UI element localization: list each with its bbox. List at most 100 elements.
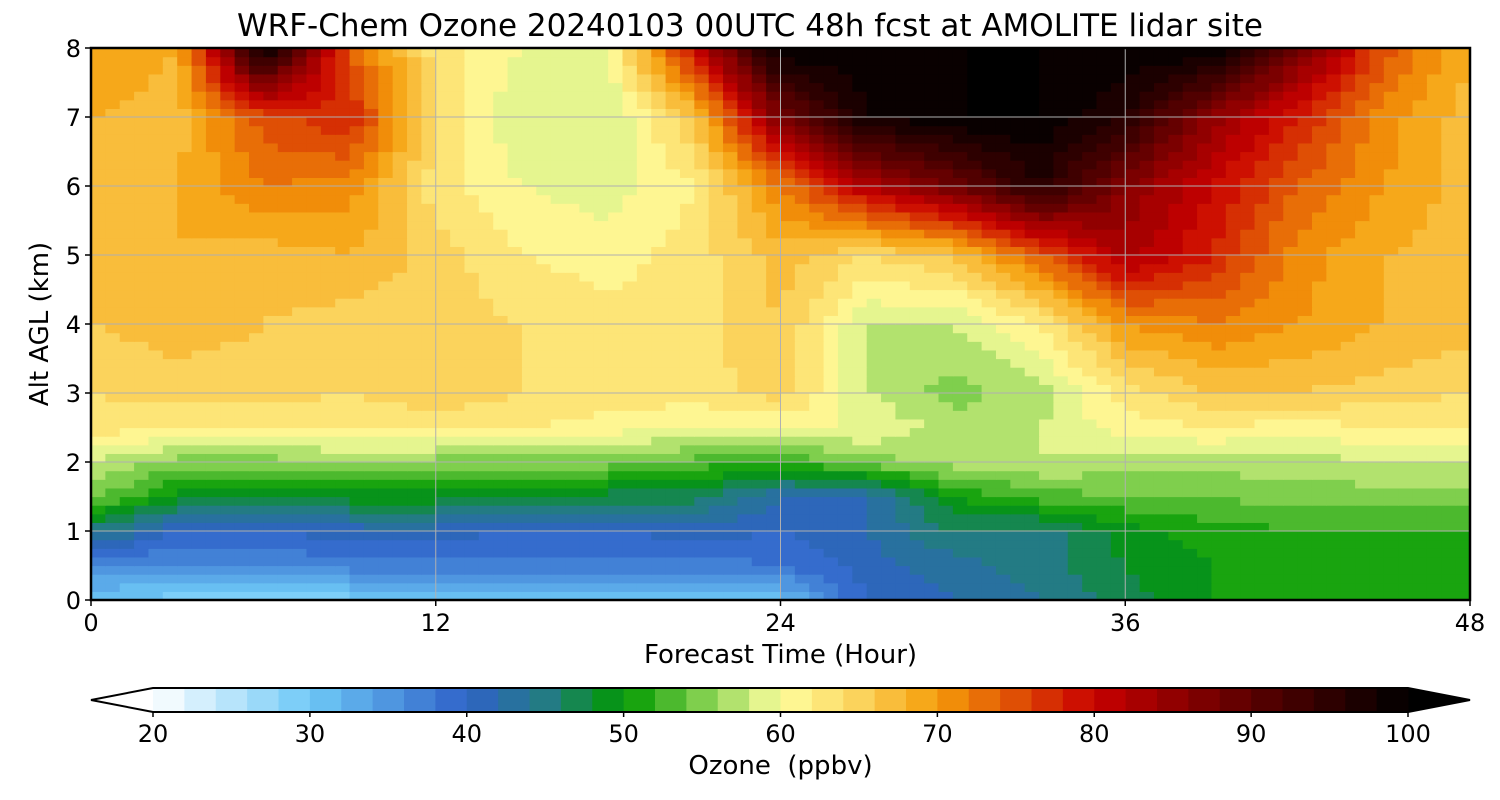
heatmap-cell — [737, 315, 753, 325]
heatmap-cell — [249, 367, 264, 377]
heatmap-cell — [1326, 246, 1342, 256]
heatmap-cell — [220, 160, 236, 170]
heatmap-cell — [205, 332, 221, 342]
heatmap-cell — [220, 367, 236, 377]
heatmap-cell — [177, 177, 193, 187]
heatmap-cell — [292, 565, 308, 575]
heatmap-cell — [636, 548, 652, 558]
heatmap-cell — [1369, 582, 1385, 592]
heatmap-cell — [134, 298, 150, 308]
heatmap-cell — [1110, 513, 1126, 523]
heatmap-cell — [1039, 160, 1055, 170]
heatmap-cell — [981, 393, 997, 403]
heatmap-cell — [866, 556, 882, 567]
heatmap-cell — [866, 393, 882, 403]
heatmap-cell — [1268, 470, 1284, 480]
heatmap-cell — [651, 358, 667, 368]
heatmap-cell — [751, 349, 767, 360]
heatmap-cell — [636, 168, 652, 178]
heatmap-cell — [708, 203, 724, 213]
heatmap-cell — [378, 211, 394, 222]
heatmap-cell — [536, 513, 552, 523]
heatmap-cell — [665, 427, 681, 437]
heatmap-cell — [1283, 289, 1299, 299]
heatmap-cell — [1067, 556, 1083, 567]
heatmap-cell — [478, 427, 494, 437]
heatmap-cell — [119, 574, 135, 584]
heatmap-cell — [924, 186, 940, 196]
heatmap-cell — [665, 436, 681, 446]
heatmap-cell — [1326, 367, 1342, 377]
heatmap-cell — [608, 505, 624, 515]
heatmap-cell — [1225, 203, 1241, 213]
heatmap-cell — [794, 255, 810, 265]
heatmap-cell — [1254, 332, 1270, 342]
heatmap-cell — [1355, 246, 1371, 256]
heatmap-cell — [1182, 436, 1198, 446]
heatmap-cell — [435, 315, 451, 325]
heatmap-cell — [1412, 341, 1428, 351]
heatmap-cell — [924, 556, 940, 567]
heatmap-cell — [1398, 168, 1414, 178]
heatmap-cell — [981, 358, 997, 368]
heatmap-cell — [363, 487, 379, 498]
heatmap-cell — [134, 522, 150, 532]
heatmap-cell — [205, 470, 221, 480]
heatmap-cell — [1182, 470, 1198, 480]
heatmap-cell — [234, 548, 250, 558]
heatmap-cell — [292, 427, 308, 437]
heatmap-cell — [1441, 246, 1457, 256]
heatmap-cell — [952, 479, 968, 489]
heatmap-cell — [579, 556, 595, 567]
heatmap-cell — [1254, 487, 1270, 498]
heatmap-cell — [809, 444, 825, 454]
heatmap-cell — [1225, 582, 1241, 592]
heatmap-cell — [679, 341, 695, 351]
heatmap-cell — [1355, 255, 1371, 265]
heatmap-cell — [1053, 496, 1069, 506]
heatmap-cell — [708, 582, 724, 592]
heatmap-cell — [579, 220, 595, 230]
heatmap-cell — [1254, 393, 1270, 403]
heatmap-cell — [608, 349, 624, 360]
heatmap-cell — [450, 186, 466, 196]
heatmap-cell — [1297, 487, 1313, 498]
heatmap-cell — [1355, 298, 1371, 308]
heatmap-cell — [450, 505, 466, 515]
heatmap-cell — [1340, 168, 1356, 178]
heatmap-cell — [1211, 211, 1227, 222]
heatmap-cell — [636, 487, 652, 498]
heatmap-cell — [249, 591, 264, 601]
heatmap-cell — [679, 410, 695, 420]
heatmap-cell — [1139, 444, 1155, 454]
heatmap-cell — [435, 367, 451, 377]
heatmap-cell — [507, 349, 523, 360]
heatmap-cell — [148, 341, 164, 351]
heatmap-cell — [794, 410, 810, 420]
heatmap-cell — [651, 194, 667, 204]
heatmap-cell — [407, 367, 422, 377]
heatmap-cell — [148, 444, 164, 454]
heatmap-cell — [852, 177, 868, 187]
heatmap-cell — [636, 341, 652, 351]
heatmap-cell — [1398, 427, 1414, 437]
heatmap-cell — [924, 479, 940, 489]
heatmap-cell — [1254, 427, 1270, 437]
heatmap-cell — [608, 358, 624, 368]
heatmap-cell — [1412, 384, 1428, 394]
heatmap-cell — [866, 272, 882, 282]
heatmap-cell — [450, 513, 466, 523]
heatmap-cell — [191, 375, 207, 385]
heatmap-cell — [636, 280, 652, 291]
heatmap-cell — [636, 272, 652, 282]
heatmap-cell — [938, 418, 954, 429]
heatmap-cell — [392, 186, 408, 196]
heatmap-cell — [995, 177, 1011, 187]
heatmap-cell — [1455, 332, 1471, 342]
heatmap-cell — [780, 203, 796, 213]
heatmap-cell — [1211, 531, 1227, 541]
heatmap-cell — [306, 289, 322, 299]
heatmap-cell — [1010, 315, 1026, 325]
heatmap-cell — [579, 255, 595, 265]
heatmap-cell — [148, 186, 164, 196]
